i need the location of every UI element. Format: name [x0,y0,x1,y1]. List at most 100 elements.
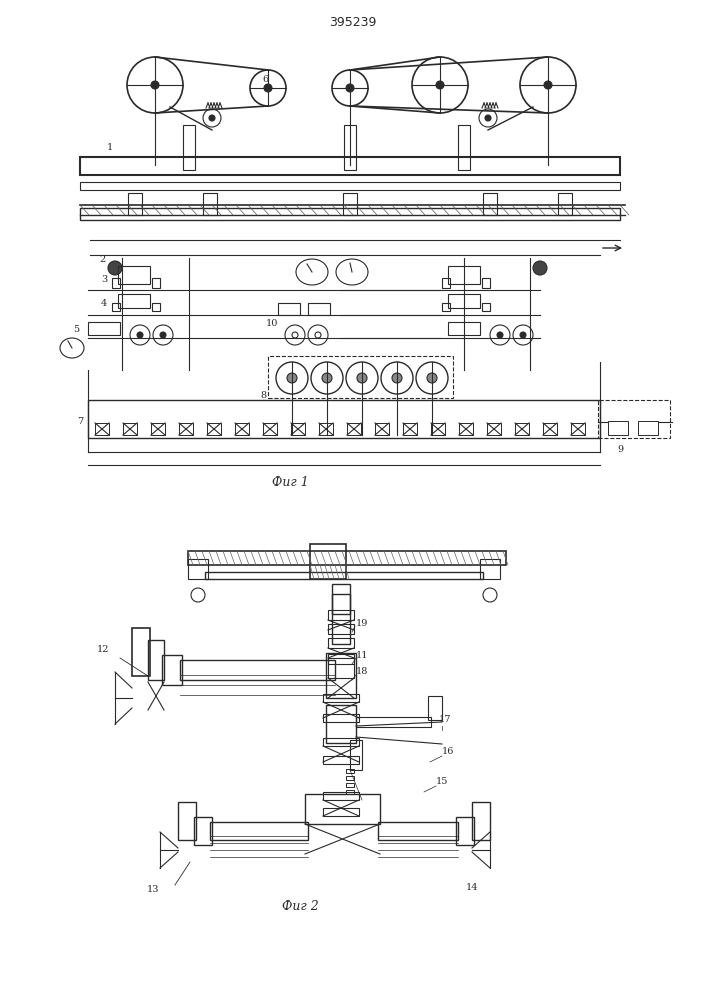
Bar [428,696,442,720]
Bar [346,783,354,787]
Bar [188,551,506,565]
Bar [278,303,300,315]
Circle shape [108,261,122,275]
Text: 18: 18 [356,668,368,676]
Bar [203,193,217,215]
Bar [608,421,628,435]
Text: 7: 7 [77,418,83,426]
Circle shape [346,84,354,92]
Bar [263,423,277,435]
Bar [305,794,380,824]
Bar [151,423,165,435]
Text: 15: 15 [436,778,448,786]
Bar [323,808,359,816]
Bar [210,822,308,840]
Bar [448,294,480,308]
Bar [598,400,670,438]
Circle shape [287,373,297,383]
Text: 11: 11 [356,650,368,660]
Bar [291,423,305,435]
Text: 5: 5 [73,326,79,334]
Circle shape [520,332,526,338]
Bar [179,423,193,435]
Text: 12: 12 [97,646,110,654]
Bar [347,423,361,435]
Bar [207,423,221,435]
Text: 1: 1 [107,143,113,152]
Bar [448,322,480,335]
Text: 9: 9 [617,446,623,454]
Bar [328,624,354,634]
Text: 14: 14 [466,884,478,892]
Bar [118,294,150,308]
Circle shape [357,373,367,383]
Bar [148,640,164,680]
Bar [442,278,450,288]
Circle shape [264,84,272,92]
Text: 17: 17 [439,716,451,724]
Bar [344,125,356,170]
Bar [375,423,389,435]
Bar [323,792,359,800]
Bar [178,802,196,840]
Bar [80,208,620,220]
Bar [332,584,350,614]
Bar [95,423,109,435]
Bar [458,125,470,170]
Text: Фиг 2: Фиг 2 [281,900,318,914]
Bar [350,740,362,770]
Circle shape [137,332,143,338]
Circle shape [427,373,437,383]
Bar [346,776,354,780]
Bar [112,278,120,288]
Circle shape [160,332,166,338]
Bar [123,423,137,435]
Bar [268,356,453,398]
Bar [343,193,357,215]
Bar [328,638,354,648]
Bar [235,423,249,435]
Bar [152,278,160,288]
Bar [328,610,354,620]
Circle shape [436,81,444,89]
Text: 4: 4 [101,298,107,308]
Bar [128,193,142,215]
Bar [346,769,354,773]
Text: 3: 3 [101,274,107,284]
Bar [346,790,354,794]
Text: 2: 2 [100,255,106,264]
Text: 395239: 395239 [329,15,377,28]
Text: Фиг 1: Фиг 1 [271,476,308,488]
Bar [308,303,330,315]
Bar [332,594,350,644]
Bar [323,756,359,764]
Circle shape [209,115,215,121]
Circle shape [544,81,552,89]
Bar [319,423,333,435]
Text: 19: 19 [356,618,368,628]
Bar [472,802,490,840]
Circle shape [485,115,491,121]
Bar [112,303,120,311]
Bar [638,421,658,435]
Bar [480,559,500,579]
Bar [323,694,359,702]
Bar [323,738,359,746]
Bar [328,658,354,678]
Bar [310,544,346,579]
Bar [162,655,182,685]
Bar [80,157,620,175]
Circle shape [322,373,332,383]
Bar [80,182,620,190]
Bar [326,705,356,743]
Bar [442,303,450,311]
Bar [88,322,120,335]
Text: 6: 6 [262,76,268,85]
Bar [183,125,195,170]
Bar [132,628,150,676]
Bar [448,266,480,284]
Bar [118,266,150,284]
Bar [482,278,490,288]
Bar [328,654,354,664]
Bar [482,303,490,311]
